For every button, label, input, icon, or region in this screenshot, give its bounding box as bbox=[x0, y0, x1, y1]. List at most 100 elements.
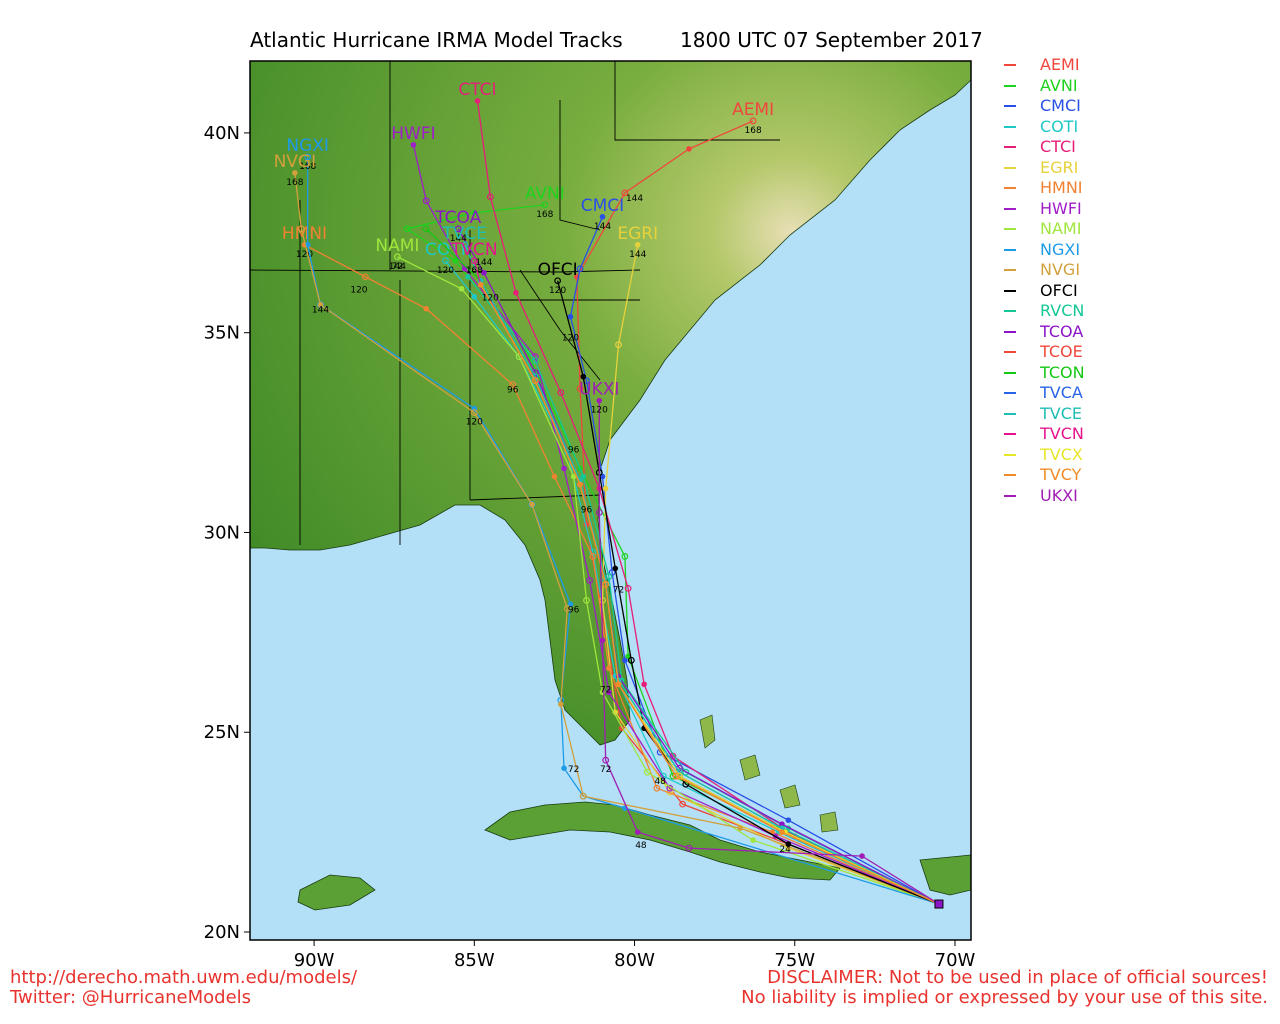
legend-swatch bbox=[1004, 453, 1016, 456]
track-end-hour: 144 bbox=[594, 222, 611, 232]
track-point bbox=[615, 341, 622, 349]
track-ctci bbox=[476, 100, 940, 905]
track-point bbox=[458, 285, 465, 292]
track-nvgi bbox=[294, 172, 940, 905]
track-end-label: AVNI bbox=[525, 184, 565, 204]
hour-label: 96 bbox=[568, 605, 580, 615]
lat-label: 40N bbox=[204, 123, 240, 144]
track-point bbox=[461, 241, 469, 249]
legend-swatch bbox=[1004, 84, 1016, 87]
track-point bbox=[615, 681, 622, 688]
hour-markers: 24 48 48 72 72 72 72 96 96 96 96 120 120 120 120 144 144… bbox=[312, 194, 791, 855]
legend-swatch bbox=[1004, 228, 1016, 230]
track-end-label: TVCN bbox=[450, 240, 498, 260]
track-point bbox=[589, 553, 597, 560]
track-point bbox=[580, 473, 587, 480]
legend-label: UKXI bbox=[1040, 485, 1078, 505]
track-point bbox=[634, 829, 641, 835]
legend-label: NAMI bbox=[1040, 219, 1082, 238]
legend-item-ctci: CTCI bbox=[1000, 137, 1120, 157]
track-point bbox=[486, 193, 494, 201]
track-end-hour: 120 bbox=[549, 286, 566, 296]
source-url[interactable]: http://derecho.math.uwm.edu/models/ bbox=[10, 967, 358, 988]
hour-label: 72 bbox=[568, 765, 579, 775]
track-point bbox=[749, 117, 757, 125]
hour-label: 72 bbox=[600, 765, 611, 775]
legend-swatch bbox=[1004, 371, 1016, 374]
legend-swatch bbox=[1004, 310, 1016, 312]
hour-label: 144 bbox=[626, 194, 643, 204]
track-end-label: OFCI bbox=[538, 260, 578, 280]
hour-label: 72 bbox=[613, 585, 624, 595]
track-point bbox=[509, 381, 517, 389]
track-point bbox=[608, 569, 616, 576]
hour-label: 120 bbox=[350, 286, 367, 296]
track-point bbox=[622, 657, 628, 664]
lat-label: 20N bbox=[204, 922, 240, 943]
track-point bbox=[403, 225, 411, 233]
track-end-label: COTI bbox=[425, 240, 466, 260]
track-end-label: EGRI bbox=[617, 224, 658, 244]
track-point bbox=[558, 701, 564, 708]
track-end-hour: 168 bbox=[745, 126, 762, 136]
track-point bbox=[531, 377, 539, 385]
legend-item-egri: EGRI bbox=[1000, 158, 1120, 178]
track-point bbox=[570, 473, 577, 480]
legend-label: TCON bbox=[1040, 362, 1085, 382]
legend-item-tvcx: TVCX bbox=[1000, 445, 1120, 465]
track-point bbox=[606, 689, 612, 696]
track-hwfi bbox=[412, 144, 940, 905]
track-end-label: CTCI bbox=[458, 80, 496, 100]
track-nami bbox=[397, 256, 940, 905]
track-tvce bbox=[464, 244, 940, 905]
map-title: Atlantic Hurricane IRMA Model Tracks bbox=[250, 28, 623, 52]
track-end-hour: 168 bbox=[536, 210, 553, 220]
track-point bbox=[567, 601, 574, 608]
hour-label: 96 bbox=[568, 446, 580, 456]
legend-swatch bbox=[1004, 289, 1016, 292]
footer-right: DISCLAIMER: Not to be used in place of o… bbox=[741, 968, 1268, 1008]
map-frame bbox=[249, 60, 972, 941]
legend-swatch bbox=[1004, 166, 1016, 169]
track-point bbox=[470, 409, 478, 417]
footer-left: http://derecho.math.uwm.edu/models/ Twit… bbox=[10, 968, 357, 1008]
track-point bbox=[317, 301, 324, 308]
track-point bbox=[586, 577, 594, 584]
track-point bbox=[567, 313, 574, 320]
track-point bbox=[557, 389, 565, 397]
legend-label: AVNI bbox=[1040, 75, 1078, 95]
legend-label: EGRI bbox=[1040, 157, 1079, 177]
track-end-label: CMCI bbox=[581, 196, 624, 216]
lat-label: 35N bbox=[204, 323, 240, 344]
track-point bbox=[442, 257, 449, 265]
track-point bbox=[606, 665, 612, 672]
legend-swatch bbox=[1004, 269, 1016, 271]
track-point bbox=[423, 305, 430, 312]
hour-label: 120 bbox=[482, 294, 499, 304]
track-point bbox=[621, 189, 629, 197]
hour-label: 48 bbox=[635, 841, 647, 851]
track-point bbox=[297, 225, 305, 233]
track-point bbox=[602, 485, 609, 492]
legend-label: CTCI bbox=[1040, 137, 1076, 156]
lon-label: 90W bbox=[294, 950, 335, 971]
track-point bbox=[602, 581, 610, 588]
hour-label: 72 bbox=[600, 685, 611, 695]
track-point bbox=[304, 153, 312, 161]
track-ofci bbox=[556, 280, 940, 905]
track-point bbox=[750, 837, 756, 843]
track-point bbox=[621, 553, 629, 560]
track-point bbox=[470, 257, 478, 265]
track-point bbox=[563, 604, 571, 612]
legend-label: TVCY bbox=[1040, 465, 1082, 484]
twitter-handle: Twitter: @HurricaneModels bbox=[10, 987, 252, 1008]
legend-swatch bbox=[1004, 248, 1016, 251]
legend-item-tvce: TVCE bbox=[1000, 404, 1120, 424]
track-point bbox=[541, 201, 549, 209]
hour-label: 120 bbox=[562, 334, 579, 344]
legend-swatch bbox=[1004, 433, 1016, 435]
legend-label: AEMI bbox=[1040, 55, 1080, 74]
hour-label: 120 bbox=[466, 418, 483, 428]
